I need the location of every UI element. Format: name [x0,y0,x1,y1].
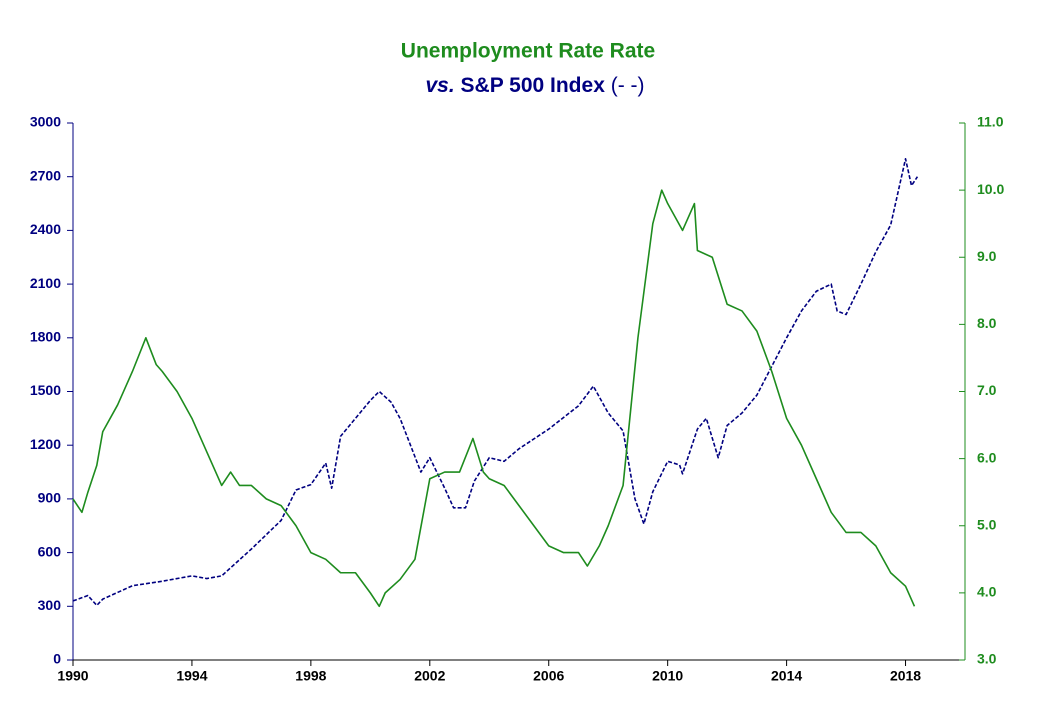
y2-tick-label: 8.0 [977,315,997,331]
y-tick-label: 900 [38,490,62,506]
subtitle-part: (- -) [611,74,645,97]
x-tick-label: 2010 [652,668,683,684]
chart-subtitle: vs. S&P 500 Index (- -) [425,74,644,97]
x-tick-label: 2006 [533,668,564,684]
x-tick-label: 1994 [176,668,207,684]
y2-tick-label: 6.0 [977,449,997,465]
subtitle-part: vs. [425,74,454,97]
x-tick-label: 2014 [771,668,802,684]
line-series [72,189,916,608]
y2-tick-label: 9.0 [977,248,997,264]
y-tick-label: 300 [38,597,62,613]
chart-title: Unemployment Rate Rate [401,40,655,63]
y-tick-label: 1800 [30,329,61,345]
y-tick-label: 3000 [30,114,61,130]
y-tick-label: 600 [38,543,62,559]
x-tick-label: 1998 [295,668,326,684]
y-tick-label: 2100 [30,275,61,291]
y2-tick-label: 3.0 [977,651,997,667]
x-tick-label: 1990 [57,668,88,684]
y2-tick-label: 7.0 [977,382,997,398]
y-tick-label: 2400 [30,221,61,237]
x-tick-label: 2018 [890,668,921,684]
x-tick-label: 2002 [414,668,445,684]
subtitle-part: S&P 500 Index [461,74,606,97]
line-series [72,158,919,607]
y-tick-label: 1500 [30,382,61,398]
y2-tick-label: 11.0 [977,114,1004,130]
y-tick-label: 2700 [30,167,61,183]
y-tick-label: 0 [53,651,61,667]
y-tick-label: 1200 [30,436,61,452]
y2-tick-label: 10.0 [977,181,1004,197]
y2-tick-label: 5.0 [977,516,997,532]
y2-tick-label: 4.0 [977,584,997,600]
